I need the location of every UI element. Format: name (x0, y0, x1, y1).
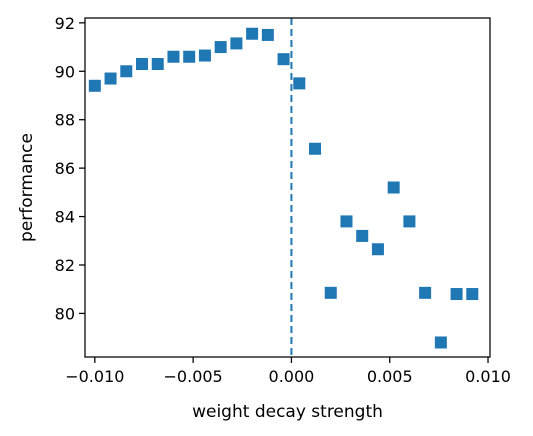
x-tick-label: −0.005 (164, 367, 223, 386)
x-tick-label: −0.010 (65, 367, 124, 386)
data-point (230, 37, 243, 50)
data-point (88, 79, 101, 92)
data-point (387, 181, 400, 194)
data-point (246, 27, 259, 40)
data-point (104, 72, 117, 85)
plot-frame (84, 17, 491, 358)
y-tick-label: 84 (55, 208, 75, 227)
data-point (356, 229, 369, 242)
y-tick-label: 92 (55, 14, 75, 33)
data-point (466, 288, 479, 301)
data-point (324, 286, 337, 299)
y-axis-ticks: 80 82 84 86 88 90 92 (55, 14, 85, 323)
y-axis-label: performance (17, 133, 37, 242)
x-tick-label: 0.005 (367, 367, 413, 386)
data-point (198, 49, 211, 62)
x-axis-ticks: −0.010 −0.005 0.000 0.005 0.010 (65, 357, 511, 386)
data-point (450, 288, 463, 301)
data-point (167, 50, 180, 63)
data-point (419, 286, 432, 299)
data-point (309, 142, 322, 155)
y-tick-label: 88 (55, 111, 75, 130)
data-point (340, 215, 353, 228)
y-tick-label: 82 (55, 256, 75, 275)
data-point (403, 215, 416, 228)
data-points (88, 27, 479, 349)
x-tick-label: 0.010 (465, 367, 511, 386)
data-point (293, 77, 306, 90)
data-point (120, 65, 133, 78)
data-point (183, 50, 196, 63)
data-point (151, 58, 164, 71)
data-point (261, 28, 274, 41)
y-tick-label: 80 (55, 304, 75, 323)
y-tick-label: 86 (55, 159, 75, 178)
x-axis-label: weight decay strength (192, 402, 383, 422)
data-point (371, 243, 384, 256)
data-point (434, 336, 447, 349)
data-point (136, 58, 149, 71)
x-tick-label: 0.000 (269, 367, 315, 386)
data-point (277, 53, 290, 66)
y-tick-label: 90 (55, 62, 75, 81)
data-point (214, 41, 227, 54)
